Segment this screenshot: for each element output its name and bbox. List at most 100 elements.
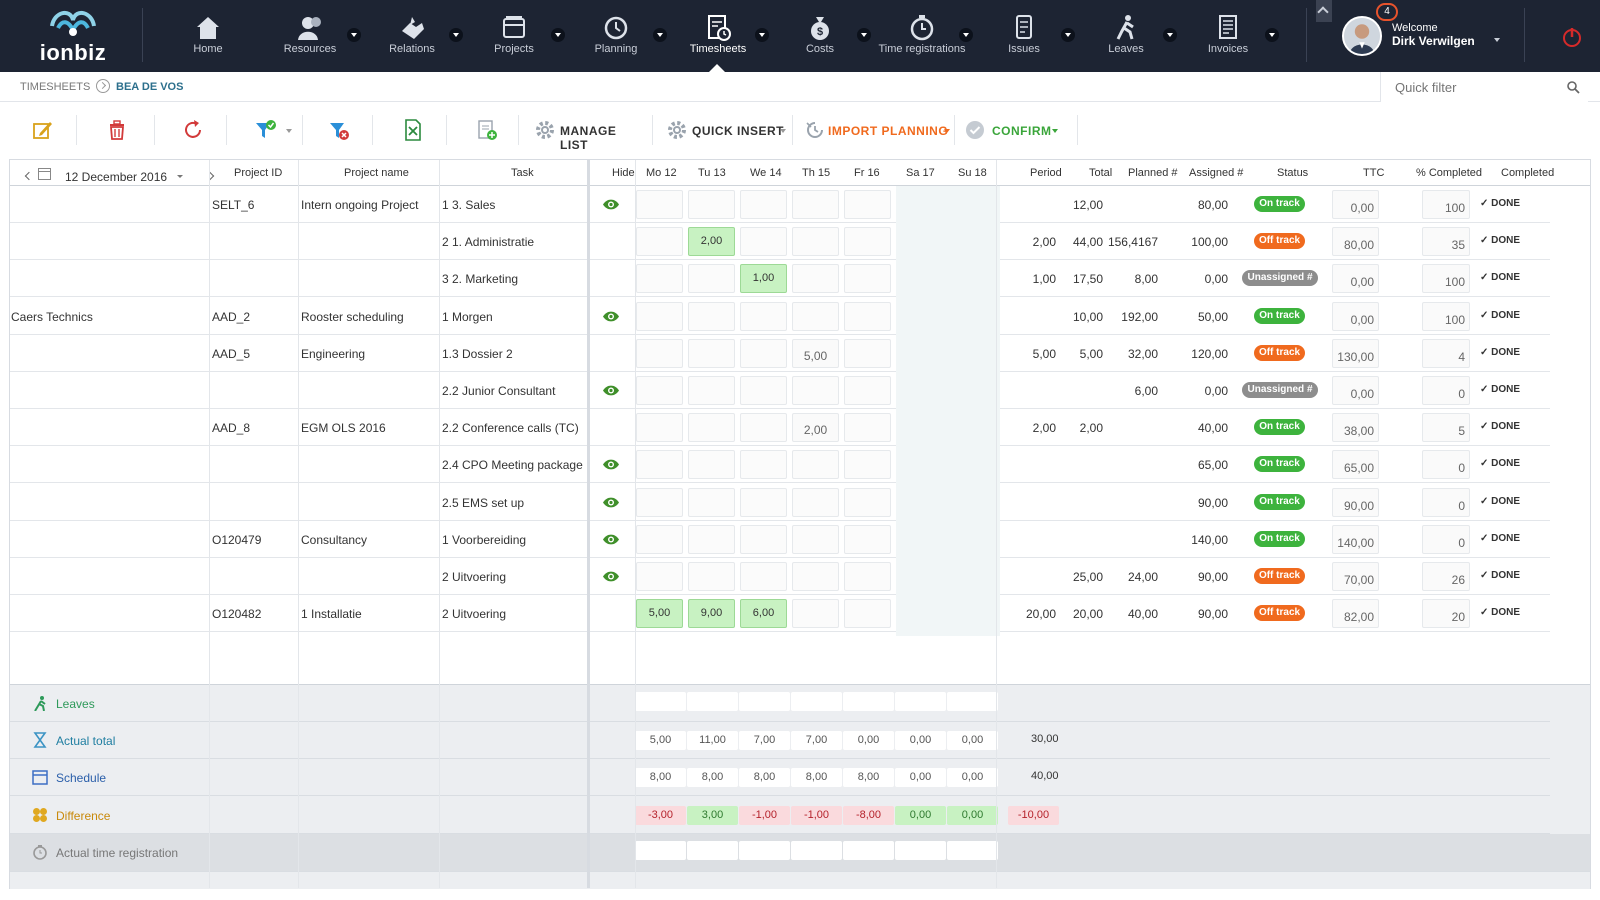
- summary-day-value[interactable]: [635, 840, 686, 860]
- vertical-scrollbar[interactable]: [1591, 160, 1600, 888]
- col-pct-completed[interactable]: % Completed: [1416, 167, 1483, 179]
- nav-dropdown-caret-icon[interactable]: [1061, 28, 1075, 42]
- visibility-eye-icon[interactable]: [602, 199, 620, 210]
- hours-input[interactable]: [740, 190, 787, 219]
- hours-input[interactable]: [688, 450, 735, 480]
- hours-input[interactable]: [792, 376, 839, 405]
- apply-filter-button[interactable]: [248, 113, 298, 147]
- pct-completed-input[interactable]: 100: [1422, 264, 1470, 294]
- col-completed[interactable]: Completed: [1501, 167, 1555, 179]
- add-row-button[interactable]: [470, 113, 504, 147]
- summary-day-value[interactable]: [947, 840, 998, 860]
- done-toggle[interactable]: ✓ DONE: [1480, 570, 1521, 581]
- refresh-button[interactable]: [176, 113, 210, 147]
- import-planning-button[interactable]: IMPORT PLANNING: [802, 113, 952, 147]
- pct-completed-input[interactable]: 100: [1422, 301, 1470, 331]
- table-row[interactable]: O120479 Consultancy 1 Voorbereiding 140,00 O…: [10, 521, 1550, 558]
- nav-dropdown-caret-icon[interactable]: [449, 28, 463, 42]
- done-toggle[interactable]: ✓ DONE: [1480, 309, 1521, 321]
- hours-input[interactable]: 6,00: [740, 599, 787, 629]
- table-row[interactable]: 3 2. Marketing 1,00 1,00 17,50 8,00 0,00 Unass…: [10, 260, 1550, 298]
- table-row[interactable]: SELT_6 Intern ongoing Project 1 3. Sales 12…: [10, 186, 1550, 223]
- quick-insert-caret-icon[interactable]: [780, 129, 786, 133]
- export-excel-button[interactable]: [396, 113, 430, 147]
- user-menu[interactable]: 4 Welcome Dirk Verwilgen: [1334, 0, 1524, 72]
- clear-filter-button[interactable]: [322, 113, 356, 147]
- col-status[interactable]: Status: [1277, 167, 1309, 179]
- hours-input[interactable]: [792, 562, 839, 591]
- hours-input[interactable]: [688, 264, 735, 294]
- pct-completed-input[interactable]: 4: [1422, 338, 1470, 368]
- ttc-input[interactable]: 38,00: [1332, 413, 1379, 443]
- nav-dropdown-caret-icon[interactable]: [347, 28, 361, 42]
- ttc-input[interactable]: 82,00: [1332, 599, 1379, 629]
- done-toggle[interactable]: ✓ DONE: [1480, 346, 1521, 358]
- pct-completed-input[interactable]: 20: [1422, 599, 1470, 629]
- ttc-input[interactable]: 80,00: [1332, 227, 1379, 257]
- col-day[interactable]: Su 18: [958, 167, 987, 179]
- hours-input[interactable]: [792, 599, 839, 629]
- nav-dropdown-caret-icon[interactable]: [959, 28, 973, 42]
- power-logout-icon[interactable]: [1555, 20, 1589, 54]
- visibility-eye-icon[interactable]: [602, 571, 620, 582]
- nav-projects[interactable]: Projects: [463, 0, 565, 72]
- hours-input[interactable]: [740, 301, 787, 331]
- hours-input[interactable]: 2,00: [792, 413, 839, 443]
- hours-input[interactable]: [792, 190, 839, 219]
- collapse-header-button[interactable]: [1316, 0, 1332, 22]
- summary-day-value[interactable]: [791, 692, 842, 711]
- hours-input[interactable]: [844, 487, 891, 517]
- hours-input[interactable]: [792, 487, 839, 517]
- summary-day-value[interactable]: [843, 840, 894, 860]
- hours-input[interactable]: [740, 227, 787, 257]
- summary-day-value[interactable]: [739, 840, 790, 860]
- hours-input[interactable]: [636, 450, 683, 480]
- visibility-eye-icon[interactable]: [602, 459, 620, 470]
- previous-week-button[interactable]: [24, 171, 34, 181]
- nav-issues[interactable]: Issues: [973, 0, 1075, 72]
- hours-input[interactable]: [636, 301, 683, 331]
- summary-day-value[interactable]: [895, 692, 946, 711]
- hours-input[interactable]: [688, 487, 735, 517]
- nav-resources[interactable]: Resources: [259, 0, 361, 72]
- next-week-button[interactable]: [205, 171, 215, 181]
- hours-input[interactable]: [688, 524, 735, 554]
- visibility-eye-icon[interactable]: [602, 497, 620, 508]
- table-row[interactable]: 2 1. Administratie 2,00 2,00 44,00 156,4167 1…: [10, 223, 1550, 261]
- nav-leaves[interactable]: Leaves: [1075, 0, 1177, 72]
- col-project-id[interactable]: Project ID: [234, 167, 283, 179]
- pct-completed-input[interactable]: 0: [1422, 487, 1470, 517]
- table-row[interactable]: Caers Technics AAD_2 Rooster scheduling 1 M…: [10, 298, 1550, 335]
- summary-day-value[interactable]: [635, 692, 686, 711]
- ttc-input[interactable]: 65,00: [1332, 450, 1379, 480]
- nav-planning[interactable]: Planning: [565, 0, 667, 72]
- delete-button[interactable]: [100, 113, 134, 147]
- col-hide[interactable]: Hide: [612, 167, 635, 179]
- hours-input[interactable]: [688, 376, 735, 405]
- col-day[interactable]: Th 15: [802, 167, 831, 179]
- hours-input[interactable]: [740, 338, 787, 368]
- user-menu-caret-icon[interactable]: [1494, 38, 1500, 42]
- hours-input[interactable]: [636, 264, 683, 294]
- ttc-input[interactable]: 70,00: [1332, 562, 1379, 591]
- hours-input[interactable]: 5,00: [636, 599, 683, 629]
- done-toggle[interactable]: ✓ DONE: [1480, 272, 1521, 284]
- hours-input[interactable]: [844, 562, 891, 591]
- pct-completed-input[interactable]: 0: [1422, 524, 1470, 554]
- ttc-input[interactable]: 90,00: [1332, 487, 1379, 517]
- pct-completed-input[interactable]: 26: [1422, 562, 1470, 591]
- ttc-input[interactable]: 140,00: [1332, 524, 1379, 554]
- summary-day-value[interactable]: [687, 840, 738, 860]
- hours-input[interactable]: [688, 338, 735, 368]
- hours-input[interactable]: [792, 524, 839, 554]
- pct-completed-input[interactable]: 5: [1422, 413, 1470, 443]
- done-toggle[interactable]: ✓ DONE: [1480, 198, 1521, 209]
- nav-dropdown-caret-icon[interactable]: [653, 28, 667, 42]
- hours-input[interactable]: [792, 227, 839, 257]
- notification-badge[interactable]: 4: [1376, 3, 1398, 21]
- hours-input[interactable]: [792, 450, 839, 480]
- hours-input[interactable]: [688, 413, 735, 443]
- table-row[interactable]: 2.4 CPO Meeting package 65,00 On track 65,0…: [10, 446, 1550, 484]
- ttc-input[interactable]: 0,00: [1332, 190, 1379, 219]
- table-row[interactable]: AAD_5 Engineering 1.3 Dossier 2 5,00 5,00 5,0…: [10, 335, 1550, 372]
